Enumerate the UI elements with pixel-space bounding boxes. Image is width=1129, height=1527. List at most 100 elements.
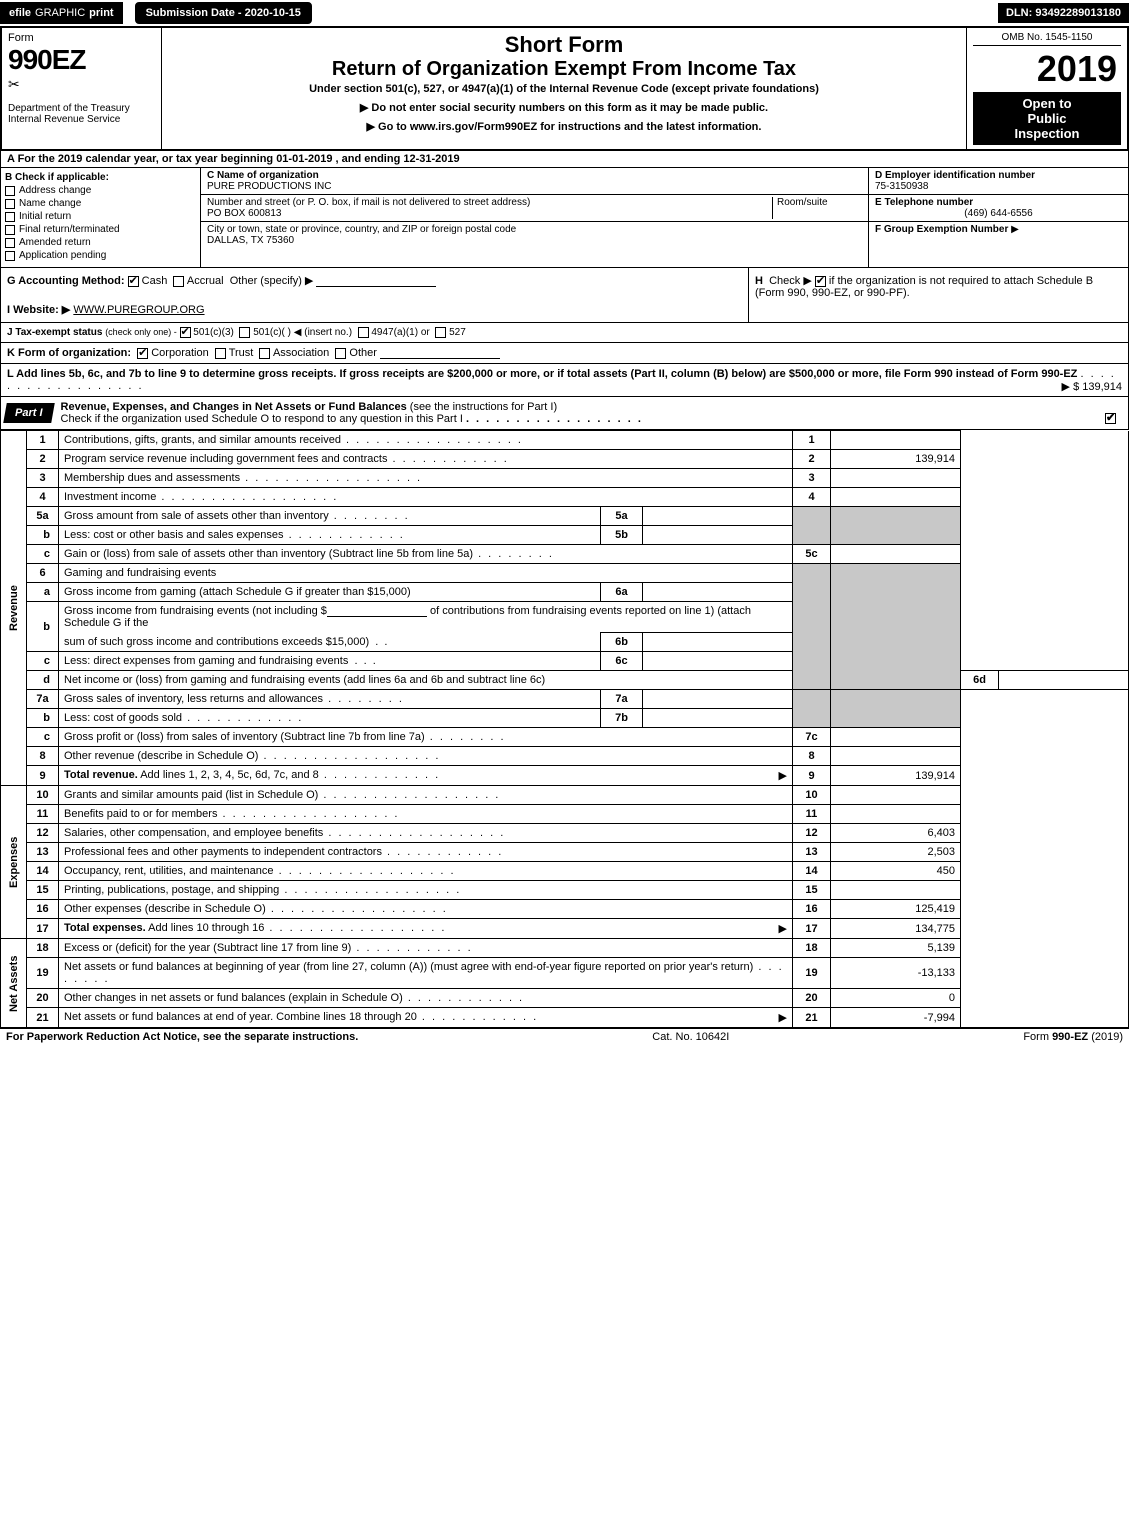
tax-year: 2019 — [973, 46, 1121, 92]
line-20-desc: Other changes in net assets or fund bala… — [59, 989, 793, 1008]
other-blank[interactable] — [316, 275, 436, 287]
d-label: D Employer identification number — [875, 170, 1122, 181]
line-7a-mid-val — [643, 690, 793, 709]
checkbox-corp[interactable] — [137, 348, 148, 359]
line-6b-num: b — [27, 602, 59, 652]
org-name: PURE PRODUCTIONS INC — [207, 181, 862, 192]
efile-box: efile GRAPHIC print — [0, 2, 123, 24]
checkbox-assoc[interactable] — [259, 348, 270, 359]
city-value: DALLAS, TX 75360 — [207, 235, 862, 246]
checkbox-schedule-o[interactable] — [1105, 413, 1116, 424]
checkbox-initial-return[interactable] — [5, 212, 15, 222]
checkbox-501c[interactable] — [239, 327, 250, 338]
line-18-ref: 18 — [793, 939, 831, 958]
line-7b-desc: Less: cost of goods sold — [59, 709, 601, 728]
line-6c-mid-ref: 6c — [601, 652, 643, 671]
section-b: B Check if applicable: Address change Na… — [1, 168, 201, 267]
addr-value: PO BOX 600813 — [207, 208, 772, 219]
label-app-pending: Application pending — [19, 250, 106, 261]
line-10-num: 10 — [27, 786, 59, 805]
line-6b-mid-ref: 6b — [601, 633, 643, 652]
e-label: E Telephone number — [875, 197, 1122, 208]
line-6a-mid-ref: 6a — [601, 583, 643, 602]
checkbox-app-pending[interactable] — [5, 251, 15, 261]
line-6d-ref: 6d — [961, 671, 999, 690]
line-20-val: 0 — [831, 989, 961, 1008]
line-8-desc: Other revenue (describe in Schedule O) — [59, 747, 793, 766]
j-label: J Tax-exempt status — [7, 327, 102, 338]
line-12-val: 6,403 — [831, 824, 961, 843]
label-name-change: Name change — [19, 198, 81, 209]
checkbox-trust[interactable] — [215, 348, 226, 359]
line-6c-desc: Less: direct expenses from gaming and fu… — [59, 652, 601, 671]
short-form-title: Short Form — [168, 32, 960, 58]
other-org-blank[interactable] — [380, 347, 500, 359]
l-amount: ▶ $ 139,914 — [1062, 380, 1122, 393]
line-11-desc: Benefits paid to or for members — [59, 805, 793, 824]
website-url[interactable]: WWW.PUREGROUP.ORG — [73, 304, 204, 316]
line-7b-num: b — [27, 709, 59, 728]
print-label[interactable]: print — [89, 7, 113, 19]
line-5b-num: b — [27, 526, 59, 545]
checkbox-other-org[interactable] — [335, 348, 346, 359]
line-5c-ref: 5c — [793, 545, 831, 564]
irs-label: Internal Revenue Service — [8, 114, 155, 125]
checkbox-final-return[interactable] — [5, 225, 15, 235]
line-6d-val — [999, 671, 1129, 690]
checkbox-name-change[interactable] — [5, 199, 15, 209]
open-to-public: Open to Public Inspection — [973, 92, 1121, 145]
b-title: B Check if applicable: — [5, 172, 196, 183]
line-17-num: 17 — [27, 919, 59, 939]
j-sub: (check only one) - — [105, 327, 177, 337]
info-section: B Check if applicable: Address change Na… — [0, 168, 1129, 268]
line-17-desc: Total expenses. Add lines 10 through 16▶ — [59, 919, 793, 939]
label-cash: Cash — [142, 275, 168, 287]
row-l: L Add lines 5b, 6c, and 7b to line 9 to … — [0, 364, 1129, 397]
checkbox-cash[interactable] — [128, 276, 139, 287]
cat-no: Cat. No. 10642I — [652, 1031, 729, 1043]
dept-label: Department of the Treasury — [8, 103, 155, 114]
form-number: 990EZ — [8, 44, 155, 76]
line-7b-mid-val — [643, 709, 793, 728]
grey-7v — [831, 690, 961, 728]
label-527: 527 — [449, 327, 466, 338]
checkbox-address-change[interactable] — [5, 186, 15, 196]
f-label: F Group Exemption Number — [875, 224, 1008, 235]
checkbox-4947[interactable] — [358, 327, 369, 338]
line-6a-mid-val — [643, 583, 793, 602]
label-initial-return: Initial return — [19, 211, 71, 222]
line-1-num: 1 — [27, 431, 59, 450]
line-6-desc: Gaming and fundraising events — [59, 564, 793, 583]
row-k: K Form of organization: Corporation Trus… — [0, 343, 1129, 364]
line-15-ref: 15 — [793, 881, 831, 900]
checkbox-amended[interactable] — [5, 238, 15, 248]
part-i-check-note: Check if the organization used Schedule … — [61, 413, 463, 425]
checkbox-527[interactable] — [435, 327, 446, 338]
line-18-val: 5,139 — [831, 939, 961, 958]
under-section: Under section 501(c), 527, or 4947(a)(1)… — [168, 83, 960, 95]
label-trust: Trust — [229, 347, 254, 359]
row-a-period: A For the 2019 calendar year, or tax yea… — [0, 151, 1129, 168]
checkbox-h[interactable] — [815, 276, 826, 287]
section-h: H Check ▶ if the organization is not req… — [748, 268, 1128, 322]
submission-date: Submission Date - 2020-10-15 — [135, 2, 312, 24]
checkbox-accrual[interactable] — [173, 276, 184, 287]
section-def: D Employer identification number 75-3150… — [868, 168, 1128, 267]
line-17-ref: 17 — [793, 919, 831, 939]
line-5a-mid-val — [643, 507, 793, 526]
checkbox-501c3[interactable] — [180, 327, 191, 338]
line-20-ref: 20 — [793, 989, 831, 1008]
tab-expenses: Expenses — [1, 786, 27, 939]
line-5a-mid-ref: 5a — [601, 507, 643, 526]
line-8-val — [831, 747, 961, 766]
grey-5 — [793, 507, 831, 545]
line-14-val: 450 — [831, 862, 961, 881]
graphic-label: GRAPHIC — [35, 7, 85, 19]
section-c: C Name of organization PURE PRODUCTIONS … — [201, 168, 868, 267]
line-13-num: 13 — [27, 843, 59, 862]
open-line2: Public — [977, 111, 1117, 126]
ein-value: 75-3150938 — [875, 181, 1122, 192]
line-7c-val — [831, 728, 961, 747]
line-16-val: 125,419 — [831, 900, 961, 919]
line-9-desc: Total revenue. Add lines 1, 2, 3, 4, 5c,… — [59, 766, 793, 786]
